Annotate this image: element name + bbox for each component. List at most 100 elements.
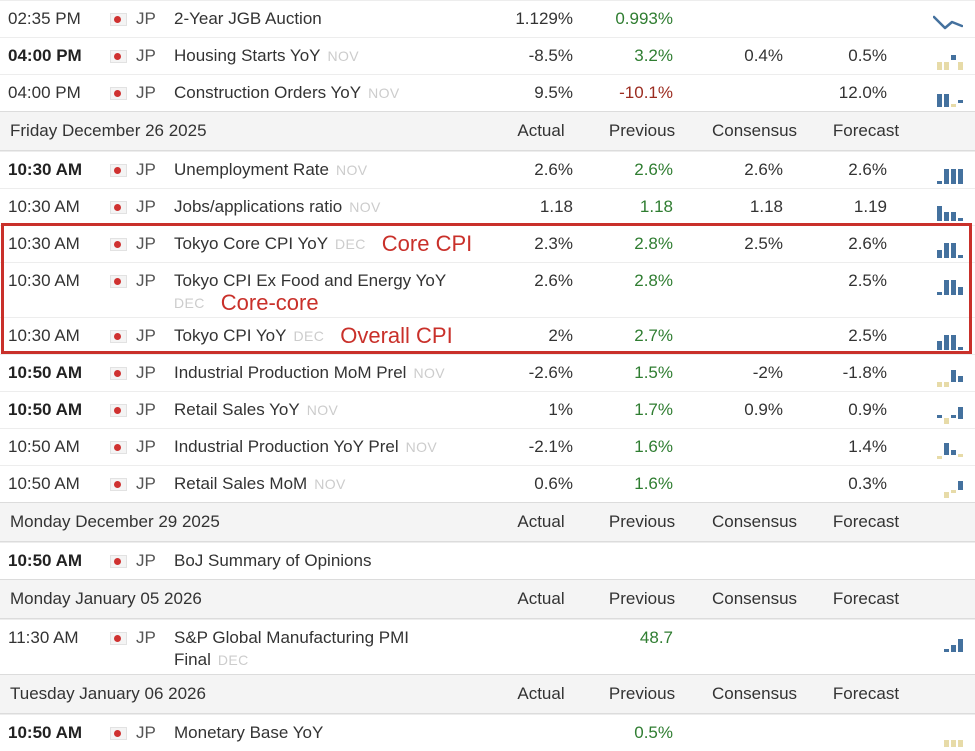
value-forecast: 2.6% xyxy=(848,234,887,253)
country-cell: JP xyxy=(110,318,174,344)
event-name[interactable]: Industrial Production MoM Prel NOV xyxy=(174,355,490,384)
country-cell: JP xyxy=(110,620,174,646)
mini-chart-icon[interactable] xyxy=(917,263,975,295)
mini-chart-icon[interactable] xyxy=(917,355,975,387)
flag-dot xyxy=(114,634,121,642)
flag-dot xyxy=(114,203,121,211)
column-header-consensus: Consensus xyxy=(711,121,798,140)
event-name[interactable]: Tokyo CPI Ex Food and Energy YoY DEC Core-… xyxy=(174,263,490,314)
chart-bar xyxy=(958,100,963,103)
value-previous: 1.6% xyxy=(634,437,673,456)
event-title: Retail Sales MoM xyxy=(174,474,308,493)
event-row[interactable]: 10:30 AM JP Jobs/applications ratio NOV 1.18… xyxy=(0,188,975,225)
event-name[interactable]: Retail Sales MoM NOV xyxy=(174,466,490,495)
date-label: Tuesday January 06 2026 xyxy=(10,684,206,703)
event-row[interactable]: 10:30 AM JP Unemployment Rate NOV 2.6% 2.6% 2.… xyxy=(0,151,975,188)
japan-flag-icon xyxy=(110,554,127,568)
japan-flag-icon xyxy=(110,86,127,100)
chart-bar xyxy=(951,55,956,60)
event-line1: Retail Sales MoM NOV xyxy=(174,473,490,495)
event-row[interactable]: 10:50 AM JP Monetary Base YoY 0.5% xyxy=(0,714,975,751)
event-row[interactable]: 10:50 AM JP BoJ Summary of Opinions xyxy=(0,542,975,579)
event-name[interactable]: Monetary Base YoY xyxy=(174,715,490,744)
event-title: Tokyo CPI YoY xyxy=(174,326,287,345)
value-forecast: 1.4% xyxy=(848,437,887,456)
country-code: JP xyxy=(136,363,156,382)
value-actual: 2% xyxy=(548,326,573,345)
event-name[interactable]: Tokyo CPI YoY DEC Overall CPI xyxy=(174,318,490,347)
country-code: JP xyxy=(136,326,156,345)
japan-flag-icon xyxy=(110,200,127,214)
value-previous: -10.1% xyxy=(619,83,673,102)
chart-bar xyxy=(951,415,956,418)
country-code: JP xyxy=(136,437,156,456)
event-title: Tokyo Core CPI YoY xyxy=(174,234,329,253)
country-code: JP xyxy=(136,271,156,290)
country-code: JP xyxy=(136,400,156,419)
event-name[interactable]: Tokyo Core CPI YoY DEC Core CPI xyxy=(174,226,490,255)
event-row[interactable]: 10:50 AM JP Retail Sales MoM NOV 0.6% 1.6% 0.3… xyxy=(0,465,975,502)
event-row[interactable]: 10:30 AM JP Tokyo Core CPI YoY DEC Core CPI 2… xyxy=(0,225,975,262)
japan-flag-icon xyxy=(110,366,127,380)
event-name[interactable]: Construction Orders YoY NOV xyxy=(174,75,490,104)
mini-chart-icon[interactable] xyxy=(917,226,975,258)
value-consensus xyxy=(692,715,807,722)
mini-chart-icon[interactable] xyxy=(917,392,975,424)
chart-bar xyxy=(937,341,942,350)
mini-chart-icon[interactable] xyxy=(917,75,975,107)
chart-bar xyxy=(944,335,949,350)
date-header-row: Monday January 05 2026 Actual Previous Cons… xyxy=(0,579,975,619)
event-row[interactable]: 10:30 AM JP Tokyo CPI YoY DEC Overall CPI 2% 2… xyxy=(0,317,975,354)
event-row[interactable]: 10:30 AM JP Tokyo CPI Ex Food and Energy Y… xyxy=(0,262,975,317)
mini-chart-icon[interactable] xyxy=(917,466,975,498)
event-row[interactable]: 10:50 AM JP Industrial Production YoY Prel… xyxy=(0,428,975,465)
event-row[interactable]: 04:00 PM JP Construction Orders YoY NOV 9.5%… xyxy=(0,74,975,111)
date-header-row: Friday December 26 2025 Actual Previous Con… xyxy=(0,111,975,151)
mini-chart-icon[interactable] xyxy=(917,318,975,350)
flag-dot xyxy=(114,443,121,451)
value-actual: 2.6% xyxy=(534,160,573,179)
event-row[interactable]: 11:30 AM JP S&P Global Manufacturing PMI Fi… xyxy=(0,619,975,674)
event-name[interactable]: 2-Year JGB Auction xyxy=(174,1,490,30)
column-header-consensus: Consensus xyxy=(711,512,798,531)
event-line1: S&P Global Manufacturing PMI xyxy=(174,627,490,649)
event-row[interactable]: 10:50 AM JP Industrial Production MoM Prel… xyxy=(0,354,975,391)
value-previous: 0.993% xyxy=(615,9,673,28)
event-row[interactable]: 10:50 AM JP Retail Sales YoY NOV 1% 1.7% 0.9% 0… xyxy=(0,391,975,428)
mini-chart-icon[interactable] xyxy=(917,429,975,461)
value-actual: 2.3% xyxy=(534,234,573,253)
value-actual: 1.129% xyxy=(515,9,573,28)
mini-chart-icon[interactable] xyxy=(917,715,975,747)
reference-period: DEC xyxy=(335,236,366,252)
event-name[interactable]: Industrial Production YoY Prel NOV xyxy=(174,429,490,458)
event-name[interactable]: Unemployment Rate NOV xyxy=(174,152,490,181)
column-header-previous: Previous xyxy=(608,589,676,608)
mini-chart-icon[interactable] xyxy=(917,1,975,33)
event-time: 10:30 AM xyxy=(8,326,80,345)
event-name[interactable]: S&P Global Manufacturing PMI Final DEC xyxy=(174,620,490,671)
event-row[interactable]: 02:35 PM JP 2-Year JGB Auction 1.129% 0.993% xyxy=(0,0,975,37)
chart-bar xyxy=(944,243,949,258)
mini-chart-icon[interactable] xyxy=(917,152,975,184)
chart-bar xyxy=(958,287,963,295)
mini-chart-icon[interactable] xyxy=(917,620,975,652)
mini-chart-icon[interactable] xyxy=(917,38,975,70)
value-previous: 3.2% xyxy=(634,46,673,65)
date-label: Monday January 05 2026 xyxy=(10,589,202,608)
mini-chart-icon[interactable] xyxy=(917,189,975,221)
event-name[interactable]: Jobs/applications ratio NOV xyxy=(174,189,490,218)
event-name[interactable]: Housing Starts YoY NOV xyxy=(174,38,490,67)
column-header-previous: Previous xyxy=(608,121,676,140)
chart-bar xyxy=(958,218,963,221)
country-cell: JP xyxy=(110,226,174,252)
event-name[interactable]: Retail Sales YoY NOV xyxy=(174,392,490,421)
value-consensus xyxy=(692,318,807,325)
event-name[interactable]: BoJ Summary of Opinions xyxy=(174,543,490,572)
country-code: JP xyxy=(136,234,156,253)
flag-dot xyxy=(114,406,121,414)
value-actual: 1.18 xyxy=(539,197,573,216)
value-consensus xyxy=(692,543,807,550)
event-row[interactable]: 04:00 PM JP Housing Starts YoY NOV -8.5% 3.2%… xyxy=(0,37,975,74)
chart-bar xyxy=(937,382,942,387)
event-time: 02:35 PM xyxy=(8,9,81,28)
